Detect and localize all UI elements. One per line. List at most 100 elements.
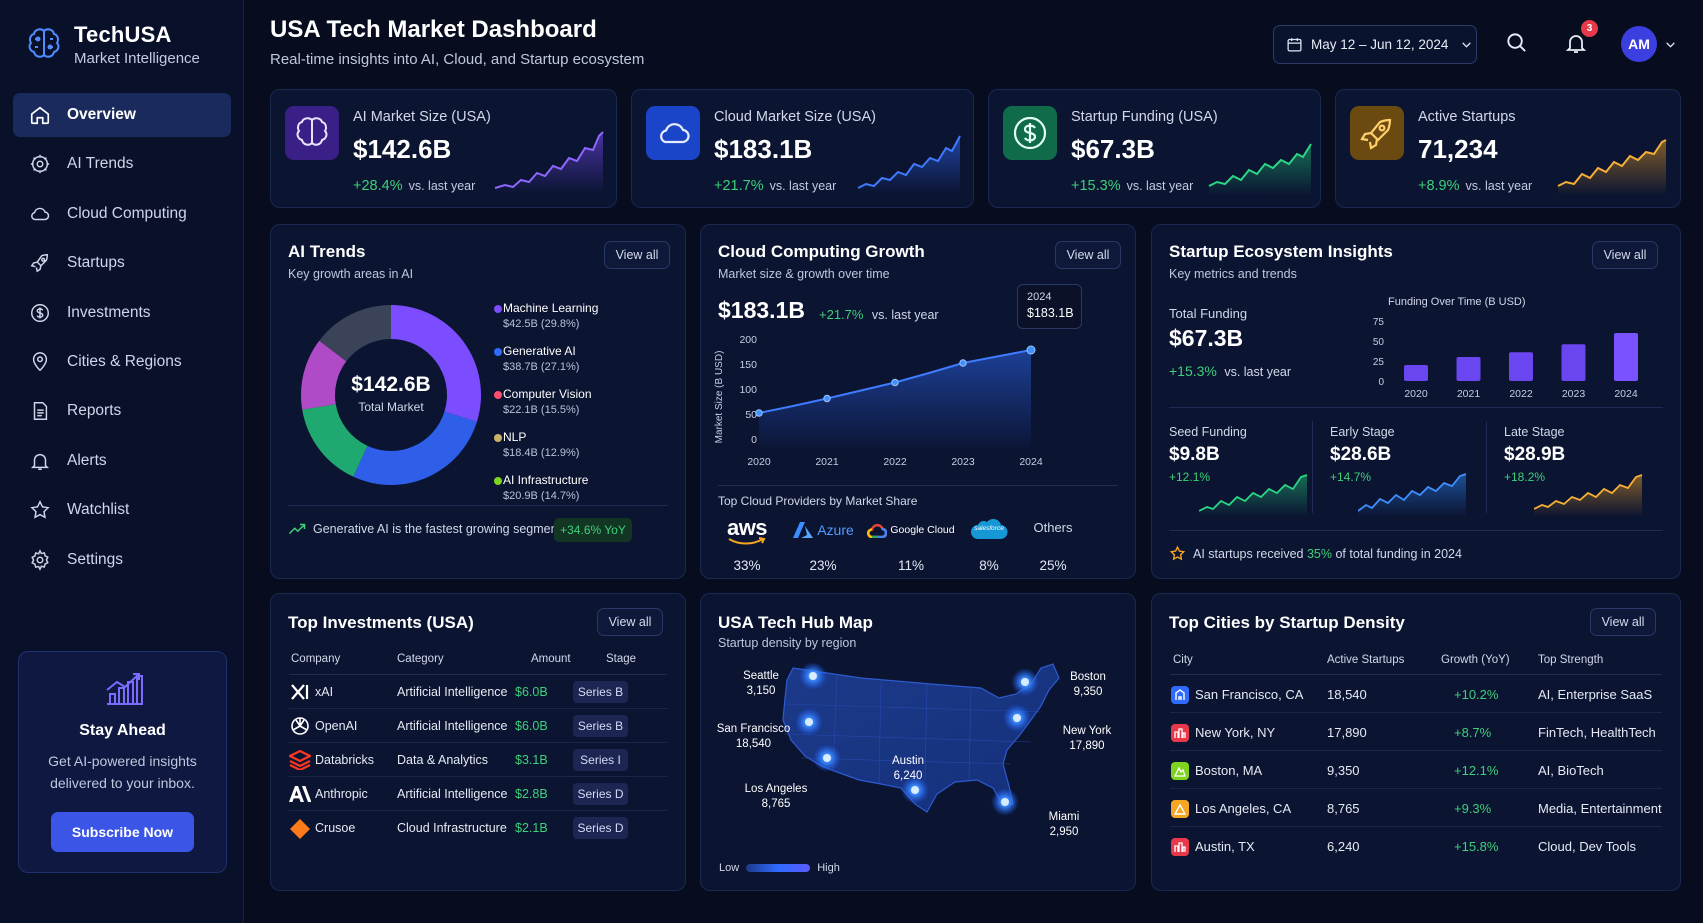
map-dot-los-angeles[interactable] [823, 754, 831, 762]
sidebar-item-alerts[interactable]: Alerts [13, 439, 231, 483]
chevron-down-icon[interactable] [1664, 38, 1677, 51]
cell-strength: AI, Enterprise SaaS [1538, 687, 1653, 702]
sidebar-item-reports[interactable]: Reports [13, 389, 231, 433]
sidebar: TechUSA Market Intelligence Overview AI … [0, 0, 244, 923]
cell-category: Artificial Intelligence [397, 685, 508, 699]
cloud-data-point[interactable] [959, 359, 967, 367]
cell-strength: Cloud, Dev Tools [1538, 839, 1637, 854]
sidebar-item-startups[interactable]: Startups [13, 241, 231, 285]
x-tick-label: 2022 [883, 456, 907, 468]
city-name: Seattle [743, 670, 779, 682]
subscribe-button[interactable]: Subscribe Now [51, 812, 194, 852]
provider-google-cloud[interactable]: Google Cloud 11% [867, 515, 955, 573]
cell-city: New York, NY [1195, 725, 1276, 740]
cloud-change-row: +21.7% vs. last year [819, 306, 939, 324]
funding-bar-2021[interactable] [1456, 357, 1481, 381]
ai-trends-view-all-button[interactable]: View all [604, 241, 670, 269]
funding-bar-2022[interactable] [1509, 352, 1533, 381]
cloud-icon [31, 207, 50, 221]
promo-title: Stay Ahead [79, 722, 166, 739]
table-row[interactable]: Austin, TX 6,240 +15.8% Cloud, Dev Tools [1170, 827, 1662, 865]
table-row[interactable]: New York, NY 17,890 +8.7% FinTech, Healt… [1170, 713, 1662, 751]
sidebar-item-cities-regions[interactable]: Cities & Regions [13, 340, 231, 384]
cloud-view-all-button[interactable]: View all [1055, 241, 1121, 269]
donut-slice-nlp[interactable] [301, 340, 347, 410]
brand[interactable]: TechUSA Market Intelligence [26, 22, 200, 67]
sparkline-ai [494, 131, 604, 194]
sidebar-item-label: Overview [67, 106, 136, 123]
table-row[interactable]: San Francisco, CA 18,540 +10.2% AI, Ente… [1170, 675, 1662, 713]
donut-slice-ai-infrastructure[interactable] [319, 305, 391, 362]
sidebar-item-ai-trends[interactable]: AI Trends [13, 142, 231, 186]
city-building-icon [1171, 724, 1189, 742]
y-tick-label: 25 [1373, 357, 1385, 368]
kpi-change-value: +15.3% [1071, 178, 1121, 194]
map-dot-austin[interactable] [911, 786, 919, 794]
provider-aws[interactable]: aws 33% [718, 515, 776, 573]
funding-bar-2020[interactable] [1404, 365, 1428, 381]
legend-item-ai-infrastructure: AI Infrastructure $20.9B (14.7%) [494, 473, 588, 502]
table-row[interactable]: OpenAI Artificial Intelligence $6.0B Ser… [289, 709, 667, 743]
kpi-change-value: +8.9% [1418, 178, 1460, 194]
kpi-vs: vs. last year [1126, 179, 1194, 193]
cloud-data-point[interactable] [891, 378, 899, 387]
sparkline-active-startups [1557, 139, 1667, 196]
search-icon[interactable] [1505, 31, 1528, 54]
kpi-label: Startup Funding (USA) [1071, 109, 1218, 125]
table-row[interactable]: Crusoe Cloud Infrastructure $2.1B Series… [289, 811, 667, 845]
cloud-data-point[interactable] [823, 394, 831, 403]
map-dot-new-york[interactable] [1013, 714, 1021, 722]
th-amount: Amount [531, 653, 571, 665]
funding-bar-2023[interactable] [1561, 344, 1586, 381]
startup-view-all-button[interactable]: View all [1592, 241, 1658, 269]
stage-badge: Series B [573, 715, 628, 737]
promo-text: Get AI-powered insights delivered to you… [48, 753, 197, 791]
table-row[interactable]: xAI Artificial Intelligence $6.0B Series… [289, 675, 667, 709]
y-tick-label: 150 [739, 359, 757, 371]
map-dot-san-francisco[interactable] [805, 718, 813, 726]
avatar[interactable]: AM [1621, 26, 1657, 62]
stage-late[interactable]: Late Stage $28.9B +18.2% [1504, 425, 1644, 517]
provider-salesforce[interactable]: salesforce 8% [965, 515, 1013, 573]
cell-growth: +9.3% [1454, 801, 1492, 816]
footnote-pct: 35% [1306, 546, 1332, 561]
cities-view-all-button[interactable]: View all [1590, 608, 1656, 636]
kpi-card-active-startups[interactable]: Active Startups 71,234 +8.9% vs. last yea… [1335, 89, 1681, 208]
map-dot-boston[interactable] [1021, 678, 1029, 686]
table-row[interactable]: Databricks Data & Analytics $3.1B Series… [289, 743, 667, 777]
donut-slice-machine-learning[interactable] [391, 305, 481, 422]
brain-logo-icon [28, 27, 60, 58]
table-row[interactable]: Boston, MA 9,350 +12.1% AI, BioTech [1170, 751, 1662, 789]
donut-slice-computer-vision[interactable] [302, 404, 368, 477]
sidebar-item-overview[interactable]: Overview [13, 93, 231, 137]
cloud-data-point[interactable] [1026, 345, 1036, 355]
stage-badge: Series I [573, 749, 628, 771]
kpi-card-startup-funding[interactable]: Startup Funding (USA) $67.3B +15.3% vs. l… [988, 89, 1321, 208]
sidebar-item-cloud-computing[interactable]: Cloud Computing [13, 192, 231, 236]
sparkline-early [1358, 473, 1467, 517]
map-dot-seattle[interactable] [809, 672, 817, 680]
sidebar-item-investments[interactable]: Investments [13, 291, 231, 335]
provider-azure[interactable]: Azure 23% [788, 515, 858, 573]
sidebar-item-label: AI Trends [67, 155, 134, 173]
sidebar-item-label: Investments [67, 303, 151, 321]
date-range-picker[interactable]: May 12 – Jun 12, 2024 [1273, 25, 1477, 64]
table-row[interactable]: Los Angeles, CA 8,765 +9.3% Media, Enter… [1170, 789, 1662, 827]
cloud-data-point[interactable] [755, 409, 763, 417]
city-name: Los Angeles [744, 783, 808, 795]
stage-seed[interactable]: Seed Funding $9.8B +12.1% [1169, 425, 1309, 517]
funding-bar-2024[interactable] [1614, 333, 1638, 381]
stage-early[interactable]: Early Stage $28.6B +14.7% [1330, 425, 1470, 517]
investments-view-all-button[interactable]: View all [597, 608, 663, 636]
sidebar-item-settings[interactable]: Settings [13, 538, 231, 582]
donut-slice-generative-ai[interactable] [353, 411, 477, 485]
sidebar-item-watchlist[interactable]: Watchlist [13, 488, 231, 532]
kpi-card-ai-market[interactable]: AI Market Size (USA) $142.6B +28.4% vs. l… [270, 89, 617, 208]
legend-item-generative-ai: Generative AI $38.7B (27.1%) [494, 344, 579, 373]
table-row[interactable]: Anthropic Artificial Intelligence $2.8B … [289, 777, 667, 811]
kpi-card-cloud-market[interactable]: Cloud Market Size (USA) $183.1B +21.7% vs… [631, 89, 974, 208]
map-dot-miami[interactable] [1001, 798, 1009, 806]
notification-bell-icon[interactable] [1564, 31, 1588, 55]
xai-logo-icon [291, 684, 309, 700]
provider-others[interactable]: Others 25% [1025, 515, 1081, 573]
